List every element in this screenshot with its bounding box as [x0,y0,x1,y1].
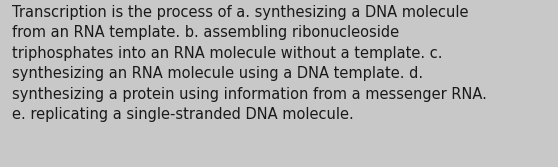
Text: Transcription is the process of a. synthesizing a DNA molecule
from an RNA templ: Transcription is the process of a. synth… [12,5,487,122]
